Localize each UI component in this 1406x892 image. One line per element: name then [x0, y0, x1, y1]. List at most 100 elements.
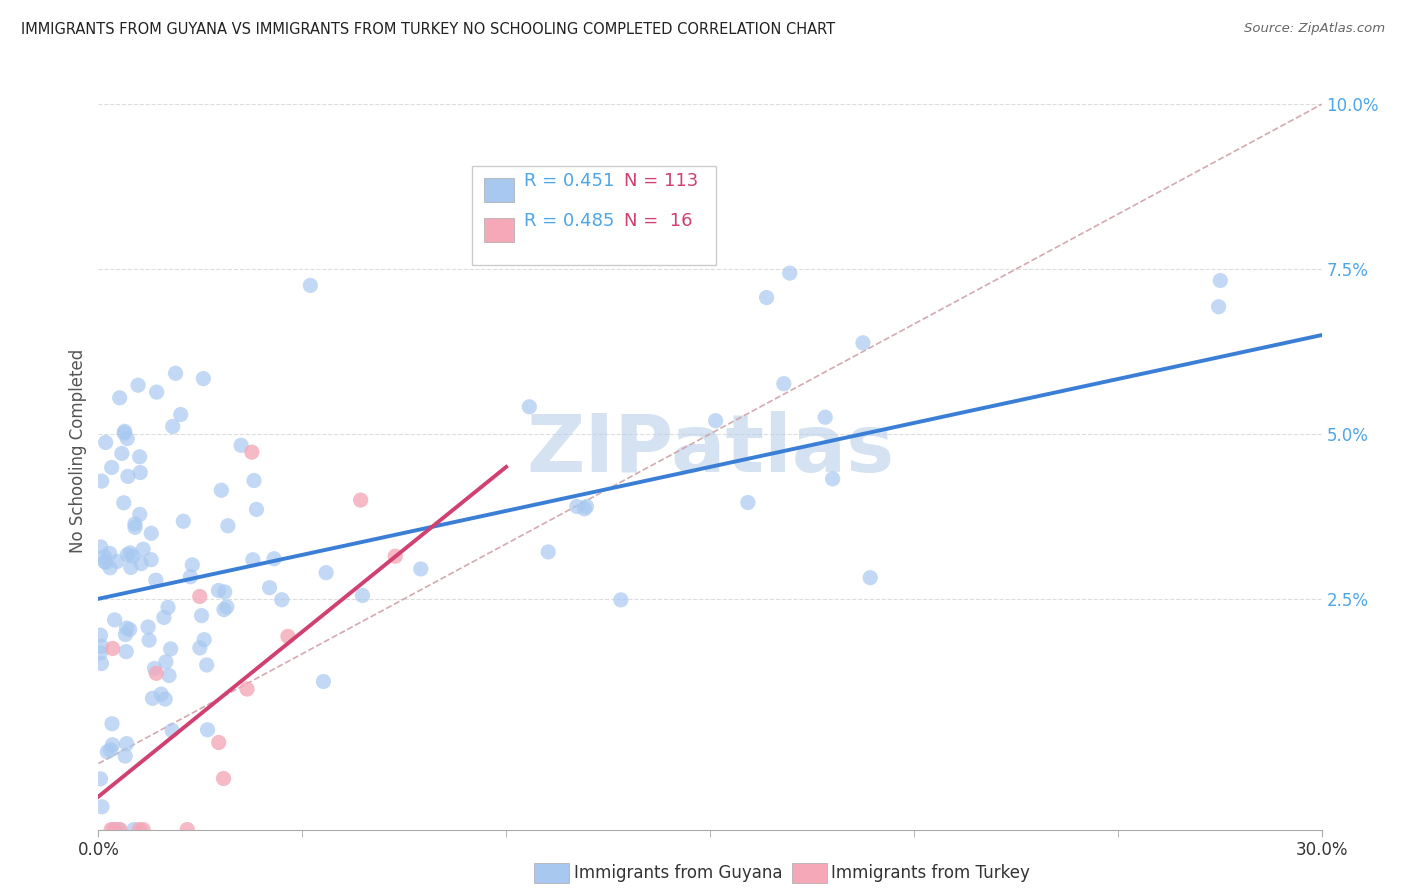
- Point: [170, 408, 193, 422]
- Point: [141, 526, 163, 541]
- Point: [94, 555, 117, 569]
- Point: [565, 500, 588, 514]
- Point: [517, 400, 540, 414]
- Point: [90, 640, 112, 654]
- Point: [115, 737, 138, 751]
- Point: [188, 640, 211, 655]
- Point: [193, 371, 215, 385]
- Bar: [484, 218, 515, 242]
- Point: [112, 496, 135, 510]
- Point: [136, 620, 159, 634]
- Point: [263, 551, 285, 566]
- Point: [93, 549, 115, 564]
- Point: [243, 474, 266, 488]
- Point: [122, 822, 145, 837]
- Point: [214, 585, 236, 599]
- Point: [779, 266, 801, 280]
- Point: [195, 658, 218, 673]
- Point: [197, 723, 219, 737]
- Point: [188, 590, 211, 604]
- Point: [111, 446, 134, 460]
- Point: [132, 822, 155, 837]
- Point: [101, 738, 124, 752]
- Point: [90, 657, 112, 671]
- Text: Source: ZipAtlas.com: Source: ZipAtlas.com: [1244, 22, 1385, 36]
- Point: [120, 560, 142, 574]
- Point: [190, 608, 212, 623]
- Point: [259, 581, 281, 595]
- Point: [165, 366, 187, 380]
- Point: [100, 460, 122, 475]
- Point: [772, 376, 794, 391]
- Point: [132, 542, 155, 557]
- Point: [128, 450, 150, 464]
- Point: [159, 642, 181, 657]
- Point: [104, 822, 127, 837]
- Point: [91, 799, 114, 814]
- Point: [121, 549, 143, 564]
- Point: [209, 483, 232, 498]
- Point: [312, 674, 335, 689]
- Point: [127, 378, 149, 392]
- Text: IMMIGRANTS FROM GUYANA VS IMMIGRANTS FROM TURKEY NO SCHOOLING COMPLETED CORRELAT: IMMIGRANTS FROM GUYANA VS IMMIGRANTS FRO…: [21, 22, 835, 37]
- Point: [212, 772, 235, 786]
- Point: [737, 495, 759, 509]
- Bar: [484, 178, 515, 202]
- Point: [124, 516, 146, 531]
- Text: ZIPatlas: ZIPatlas: [526, 411, 894, 490]
- Point: [270, 592, 292, 607]
- Point: [172, 514, 194, 528]
- Y-axis label: No Schooling Completed: No Schooling Completed: [69, 349, 87, 552]
- Text: R = 0.485: R = 0.485: [524, 212, 614, 230]
- Point: [150, 687, 173, 701]
- Point: [160, 723, 183, 738]
- Point: [129, 557, 152, 571]
- Point: [217, 518, 239, 533]
- Point: [139, 552, 162, 566]
- Point: [575, 500, 598, 514]
- Point: [105, 554, 128, 568]
- Point: [98, 561, 121, 575]
- Point: [242, 553, 264, 567]
- Point: [94, 435, 117, 450]
- Point: [852, 335, 875, 350]
- Point: [118, 623, 141, 637]
- Point: [100, 822, 122, 837]
- Point: [90, 540, 112, 554]
- Point: [96, 745, 118, 759]
- Text: N = 113: N = 113: [624, 172, 699, 190]
- Text: Immigrants from Guyana: Immigrants from Guyana: [574, 864, 782, 882]
- Point: [120, 546, 142, 560]
- Point: [115, 432, 138, 446]
- Point: [104, 613, 127, 627]
- Point: [128, 508, 150, 522]
- Point: [145, 573, 167, 587]
- Point: [101, 716, 124, 731]
- Point: [245, 502, 267, 516]
- Point: [145, 666, 167, 681]
- Point: [156, 600, 179, 615]
- Point: [212, 602, 235, 616]
- Point: [124, 520, 146, 534]
- Point: [814, 410, 837, 425]
- Point: [145, 385, 167, 400]
- Point: [143, 661, 166, 675]
- Point: [114, 425, 136, 439]
- Point: [117, 548, 139, 562]
- Point: [193, 632, 215, 647]
- Point: [574, 501, 596, 516]
- Point: [589, 207, 612, 221]
- Point: [704, 414, 727, 428]
- Point: [1209, 273, 1232, 287]
- Point: [98, 546, 121, 560]
- Point: [107, 822, 129, 837]
- FancyBboxPatch shape: [471, 166, 716, 265]
- Point: [115, 621, 138, 635]
- Point: [114, 627, 136, 641]
- Point: [108, 391, 131, 405]
- Point: [537, 545, 560, 559]
- Point: [1208, 300, 1230, 314]
- Point: [94, 555, 117, 569]
- Point: [155, 655, 177, 669]
- Point: [115, 645, 138, 659]
